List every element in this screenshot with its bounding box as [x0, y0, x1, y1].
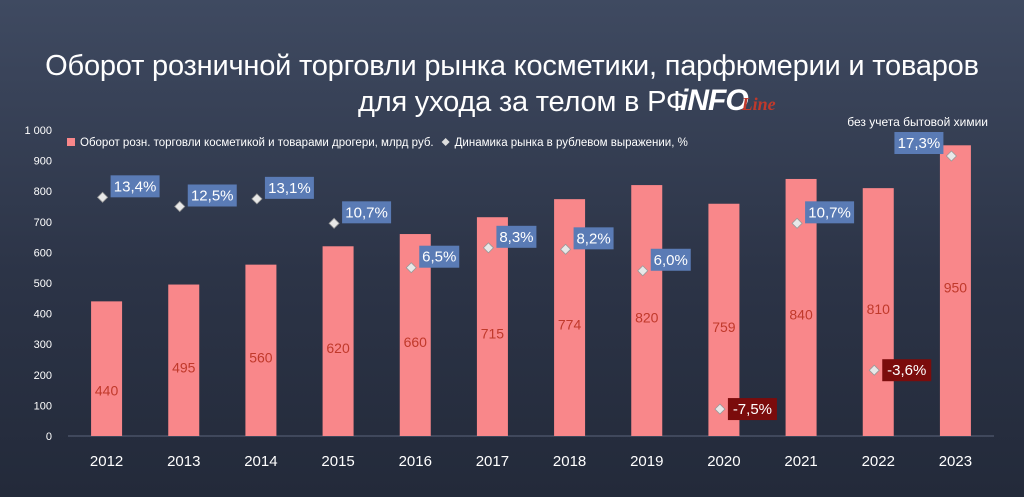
- x-tick-label: 2020: [707, 453, 740, 470]
- legend-label-bar: Оборот розн. торговли косметикой и товар…: [80, 137, 434, 149]
- dynamics-value-label: 13,4%: [114, 178, 157, 195]
- bar: [708, 203, 740, 436]
- y-tick-label: 600: [34, 247, 52, 259]
- chart-title-line1: Оборот розничной торговли рынка косметик…: [45, 50, 979, 82]
- dynamics-label-box: [727, 398, 777, 421]
- dynamics-marker: [637, 265, 649, 277]
- bar-value-label: 660: [404, 334, 428, 350]
- dynamics-label-box: [882, 359, 932, 382]
- bar: [862, 188, 894, 436]
- dynamics-marker: [328, 217, 340, 229]
- bar-value-label: 759: [712, 319, 736, 335]
- dynamics-value-label: -7,5%: [733, 401, 772, 418]
- dynamics-marker: [251, 193, 263, 205]
- dynamics-marker: [174, 200, 186, 213]
- dynamics-marker: [945, 150, 957, 162]
- bar: [245, 264, 277, 436]
- x-tick-label: 2016: [399, 453, 432, 470]
- dynamics-marker: [791, 217, 803, 229]
- dynamics-value-label: 10,7%: [345, 204, 388, 221]
- bar: [322, 246, 354, 436]
- bar-value-label: 620: [326, 340, 350, 356]
- x-tick-label: 2014: [244, 453, 277, 470]
- bar: [168, 284, 200, 436]
- bar: [476, 217, 508, 436]
- dynamics-marker: [560, 243, 572, 255]
- infoline-logo: iNFOLine: [680, 84, 776, 118]
- y-tick-label: 500: [34, 278, 52, 290]
- dynamics-marker: [405, 262, 417, 274]
- chart-title-line2: для ухода за телом в РФ: [358, 86, 688, 118]
- bar-value-label: 840: [789, 306, 813, 322]
- bar-value-label: 560: [249, 349, 273, 365]
- dynamics-label-box: [894, 132, 944, 155]
- dynamics-label-box: [573, 227, 614, 250]
- bar-value-label: 715: [481, 326, 505, 342]
- dynamics-label-box: [187, 184, 237, 207]
- y-tick-label: 0: [46, 431, 52, 443]
- y-tick-label: 100: [34, 400, 52, 412]
- dynamics-marker: [482, 242, 494, 254]
- bar: [91, 301, 123, 436]
- x-tick-label: 2013: [167, 453, 200, 470]
- dynamics-label-box: [650, 248, 691, 271]
- bar: [631, 185, 663, 436]
- bar-value-label: 495: [172, 359, 196, 375]
- logo-info-text: iNFO: [680, 84, 749, 117]
- chart-note: без учета бытовой химии: [847, 115, 988, 129]
- x-tick-label: 2012: [90, 453, 123, 470]
- y-tick-label: 700: [34, 217, 52, 229]
- dynamics-label-box: [264, 176, 314, 199]
- x-tick-label: 2019: [630, 453, 663, 470]
- x-tick-label: 2017: [476, 453, 509, 470]
- bar-value-label: 810: [867, 301, 891, 317]
- dynamics-label-box: [110, 175, 160, 198]
- y-tick-label: 400: [34, 309, 52, 321]
- y-tick-label: 900: [34, 156, 52, 168]
- bar-value-label: 950: [944, 280, 968, 296]
- x-tick-label: 2021: [784, 453, 817, 470]
- dynamics-label-box: [496, 225, 537, 248]
- y-tick-label: 300: [34, 339, 52, 351]
- dynamics-value-label: 8,2%: [576, 230, 610, 247]
- dynamics-marker: [97, 191, 109, 203]
- dynamics-value-label: 13,1%: [268, 180, 311, 197]
- y-tick-label: 1 000: [24, 125, 52, 137]
- dynamics-marker: [868, 364, 880, 376]
- dynamics-value-label: 8,3%: [499, 229, 533, 246]
- y-tick-label: 800: [34, 186, 52, 198]
- bar: [939, 145, 971, 437]
- legend-swatch-bar: [67, 138, 75, 146]
- x-tick-label: 2023: [939, 453, 972, 470]
- legend-marker-dynamics: [441, 138, 450, 146]
- logo-line-text: Line: [741, 94, 776, 114]
- dynamics-value-label: 12,5%: [191, 188, 234, 205]
- bar-value-label: 774: [558, 317, 582, 333]
- x-tick-label: 2015: [321, 453, 354, 470]
- bar-value-label: 440: [95, 383, 119, 399]
- dynamics-value-label: 17,3%: [898, 135, 941, 152]
- legend-label-dynamics: Динамика рынка в рублевом выражении, %: [455, 137, 688, 149]
- dynamics-label-box: [419, 245, 460, 268]
- x-tick-label: 2022: [862, 453, 895, 470]
- dynamics-label-box: [342, 201, 392, 224]
- dynamics-value-label: 10,7%: [808, 204, 851, 221]
- bar-value-label: 820: [635, 310, 659, 326]
- dynamics-label-box: [805, 201, 855, 224]
- dynamics-value-label: 6,0%: [654, 252, 688, 269]
- dynamics-value-label: 6,5%: [422, 249, 456, 266]
- x-tick-label: 2018: [553, 453, 586, 470]
- dynamics-marker: [714, 403, 726, 415]
- dynamics-value-label: -3,6%: [887, 362, 926, 379]
- y-tick-label: 200: [34, 370, 52, 382]
